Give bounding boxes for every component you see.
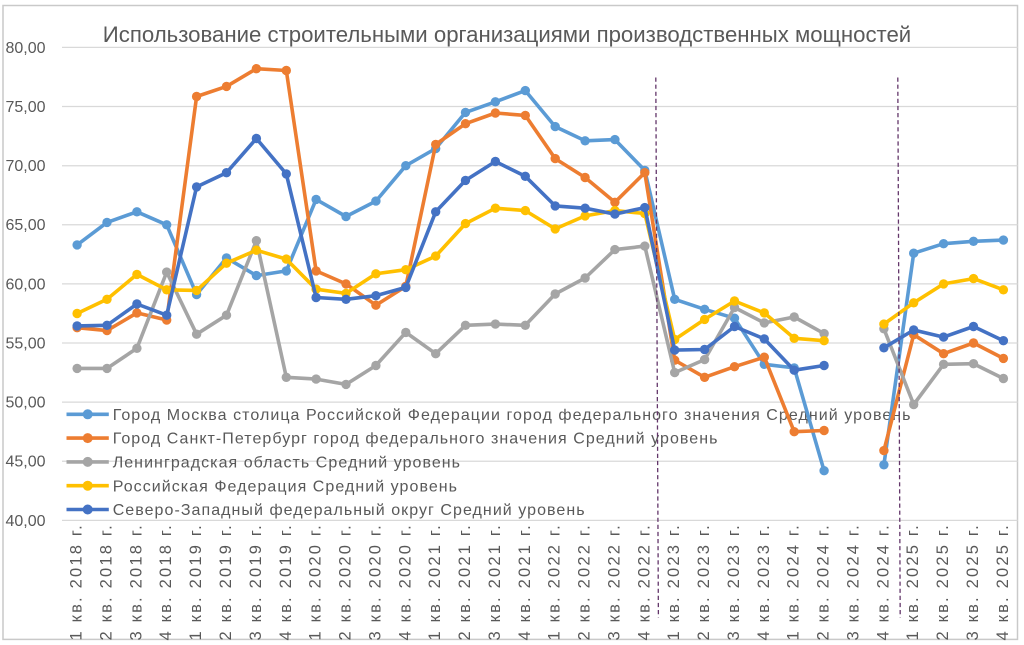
svg-text:Город Москва столица Российско: Город Москва столица Российской Федераци…: [113, 407, 912, 424]
svg-text:2 кв. 2025 г.: 2 кв. 2025 г.: [934, 523, 952, 640]
svg-text:4 кв. 2019 г.: 4 кв. 2019 г.: [277, 523, 295, 640]
svg-text:Российская Федерация Средний у: Российская Федерация Средний уровень: [113, 478, 458, 495]
svg-text:Город Санкт-Петербург город фе: Город Санкт-Петербург город федерального…: [113, 431, 719, 448]
svg-text:3 кв. 2021 г.: 3 кв. 2021 г.: [486, 523, 504, 640]
svg-text:Ленинградская область Средний: Ленинградская область Средний уровень: [113, 455, 461, 472]
svg-text:2 кв. 2019 г.: 2 кв. 2019 г.: [217, 523, 235, 640]
svg-text:1 кв. 2024 г.: 1 кв. 2024 г.: [785, 523, 803, 640]
svg-text:3 кв. 2024 г.: 3 кв. 2024 г.: [845, 523, 863, 640]
svg-text:75,00: 75,00: [5, 99, 45, 116]
svg-text:50,00: 50,00: [5, 395, 45, 412]
svg-text:65,00: 65,00: [5, 217, 45, 234]
svg-text:1 кв. 2018 г.: 1 кв. 2018 г.: [68, 523, 86, 640]
svg-text:3 кв. 2022 г.: 3 кв. 2022 г.: [605, 523, 623, 640]
svg-text:3 кв. 2020 г.: 3 кв. 2020 г.: [366, 523, 384, 640]
svg-text:4 кв. 2025 г.: 4 кв. 2025 г.: [994, 523, 1012, 640]
svg-text:1 кв. 2025 г.: 1 кв. 2025 г.: [904, 523, 922, 640]
svg-text:Использование строительными ор: Использование строительными организациям…: [103, 22, 911, 47]
svg-text:4 кв. 2021 г.: 4 кв. 2021 г.: [516, 523, 534, 640]
svg-text:2 кв. 2024 г.: 2 кв. 2024 г.: [815, 523, 833, 640]
svg-text:70,00: 70,00: [5, 158, 45, 175]
svg-text:4 кв. 2023 г.: 4 кв. 2023 г.: [755, 523, 773, 640]
svg-text:4 кв. 2018 г.: 4 кв. 2018 г.: [157, 523, 175, 640]
svg-text:45,00: 45,00: [5, 454, 45, 471]
svg-text:60,00: 60,00: [5, 276, 45, 293]
svg-text:Северо-Западный федеральный ок: Северо-Западный федеральный округ Средни…: [113, 502, 586, 519]
svg-text:3 кв. 2023 г.: 3 кв. 2023 г.: [725, 523, 743, 640]
svg-text:80,00: 80,00: [5, 40, 45, 57]
svg-text:1 кв. 2019 г.: 1 кв. 2019 г.: [187, 523, 205, 640]
svg-text:2 кв. 2023 г.: 2 кв. 2023 г.: [695, 523, 713, 640]
svg-text:3 кв. 2025 г.: 3 кв. 2025 г.: [964, 523, 982, 640]
svg-text:4 кв. 2020 г.: 4 кв. 2020 г.: [396, 523, 414, 640]
svg-text:55,00: 55,00: [5, 335, 45, 352]
svg-text:1 кв. 2021 г.: 1 кв. 2021 г.: [426, 523, 444, 640]
svg-text:2 кв. 2022 г.: 2 кв. 2022 г.: [576, 523, 594, 640]
svg-text:4 кв. 2024 г.: 4 кв. 2024 г.: [874, 523, 892, 640]
svg-text:4 кв. 2022 г.: 4 кв. 2022 г.: [635, 523, 653, 640]
svg-text:1 кв. 2022 г.: 1 кв. 2022 г.: [546, 523, 564, 640]
svg-text:2 кв. 2018 г.: 2 кв. 2018 г.: [98, 523, 116, 640]
svg-text:2 кв. 2020 г.: 2 кв. 2020 г.: [337, 523, 355, 640]
svg-text:3 кв. 2018 г.: 3 кв. 2018 г.: [127, 523, 145, 640]
svg-text:2 кв. 2021 г.: 2 кв. 2021 г.: [456, 523, 474, 640]
svg-text:1 кв. 2023 г.: 1 кв. 2023 г.: [665, 523, 683, 640]
svg-text:1 кв. 2020 г.: 1 кв. 2020 г.: [307, 523, 325, 640]
svg-text:40,00: 40,00: [5, 513, 45, 530]
svg-text:3 кв. 2019 г.: 3 кв. 2019 г.: [247, 523, 265, 640]
